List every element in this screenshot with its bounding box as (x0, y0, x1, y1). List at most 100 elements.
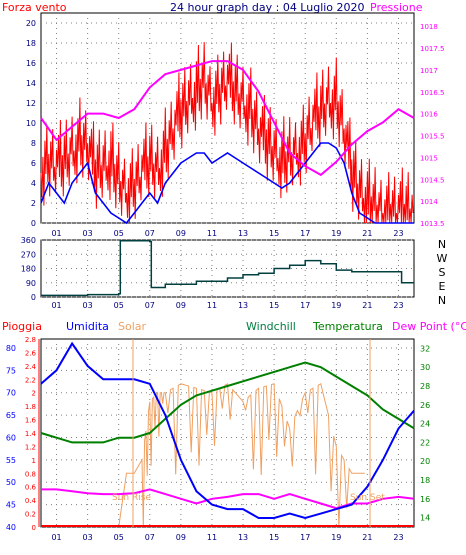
rain-tick-label: 2.4 (25, 363, 37, 371)
bottom-hour-ticks: 01 03 05 07 09 11 13 15 17 19 21 23 (51, 533, 403, 542)
direction-tick-label: 90 (26, 279, 36, 288)
series-temperature (40, 361, 415, 444)
rain-tick-label: 2 (32, 390, 36, 398)
humidity-tick-label: 50 (6, 478, 16, 487)
direction-tick-label: 360 (21, 236, 36, 245)
hour-tick-label: 07 (145, 229, 155, 238)
pressure-tick-label: 1018 (420, 23, 438, 31)
rain-tick-label: 1.8 (25, 403, 36, 411)
hour-tick-label: 19 (331, 229, 341, 238)
humidity-tick-label: 80 (6, 344, 16, 353)
wind-direction-series (41, 240, 414, 297)
hour-tick-label: 07 (145, 301, 155, 310)
temperature-tick-label: 24 (420, 420, 430, 429)
direction-tick-label: 180 (21, 265, 36, 274)
series-wind-speed (40, 42, 414, 224)
hour-tick-label: 03 (83, 533, 93, 542)
temperature-tick-label: 28 (420, 382, 430, 391)
rain-tick-label: 1.4 (25, 430, 37, 438)
hour-tick-label: 15 (269, 533, 279, 542)
hour-tick-label: 11 (207, 301, 217, 310)
temperature-tick-label: 32 (420, 344, 430, 353)
rain-tick-label: 0.4 (25, 497, 37, 505)
compass-label: E (439, 280, 446, 293)
hour-tick-label: 03 (83, 301, 93, 310)
hour-tick-label: 01 (51, 229, 61, 238)
hour-tick-label: 09 (176, 533, 186, 542)
wind-speed-tick-label: 18 (26, 39, 36, 48)
compass-label: N (438, 294, 446, 307)
temperature-tick-label: 14 (420, 514, 430, 523)
temperature-tick-label: 26 (420, 401, 430, 410)
hour-tick-label: 17 (300, 301, 310, 310)
hour-tick-label: 01 (51, 533, 61, 542)
temperature-tick-label: 18 (420, 476, 430, 485)
rain-tick-label: 2.6 (25, 349, 37, 357)
pressure-tick-label: 1014.5 (420, 176, 445, 184)
hour-tick-label: 21 (362, 229, 372, 238)
hour-tick-label: 19 (331, 533, 341, 542)
sunrise-label: Sun Rise (112, 493, 151, 503)
temperature-tick-label: 22 (420, 438, 430, 447)
temperature-tick-label: 30 (420, 363, 430, 372)
hour-tick-label: 05 (114, 301, 124, 310)
series-wind-direction (41, 240, 414, 297)
rain-tick-label: 0.2 (25, 511, 36, 519)
temperature-tick-label: 16 (420, 495, 430, 504)
pressure-tick-label: 1017 (420, 67, 438, 75)
sunset-label: Sun Set (350, 493, 385, 503)
bottom-series (40, 341, 415, 528)
humidity-tick-label: 40 (6, 523, 16, 532)
rain-tick-label: 2.2 (25, 376, 36, 384)
wind-speed-tick-label: 0 (31, 219, 36, 228)
rain-tick-label: 1.2 (25, 443, 36, 451)
humidity-axis-label: Umidita (66, 320, 109, 333)
wind-speed-tick-label: 16 (26, 59, 36, 68)
pressure-tick-label: 1015 (420, 154, 438, 162)
hour-tick-label: 15 (269, 229, 279, 238)
direction-tick-label: 270 (21, 250, 36, 259)
dew-point-label: Dew Point (°C) (392, 320, 466, 333)
rain-tick-label: 0 (32, 524, 36, 532)
hour-tick-label: 03 (83, 229, 93, 238)
pressure-tick-label: 1017.5 (420, 45, 445, 53)
hour-tick-label: 05 (114, 229, 124, 238)
hour-tick-label: 23 (393, 301, 403, 310)
wind-speed-tick-label: 2 (31, 199, 36, 208)
wind-speed-tick-label: 12 (26, 99, 36, 108)
pressure-ticks: 1013.5 1014 1014.5 1015 1015.5 1016 1016.5 1017… (420, 23, 445, 228)
rain-axis-label: Pioggia (2, 320, 42, 333)
hour-tick-label: 07 (145, 533, 155, 542)
hour-tick-label: 19 (331, 301, 341, 310)
hour-tick-label: 13 (238, 301, 248, 310)
rain-tick-label: 1.6 (25, 417, 37, 425)
series-wind-average (40, 142, 414, 225)
wind-direction-ticks: 0 90 180 270 360 (21, 236, 36, 302)
pressure-tick-label: 1015.5 (420, 133, 445, 141)
hour-tick-label: 13 (238, 229, 248, 238)
wind-speed-tick-label: 8 (31, 139, 36, 148)
pressure-axis-label: Pressione (370, 1, 423, 14)
rain-tick-label: 2.8 (25, 336, 36, 344)
hour-tick-label: 17 (300, 533, 310, 542)
humidity-tick-label: 60 (6, 433, 16, 442)
compass-label: N (438, 238, 446, 251)
rain-tick-label: 0.8 (25, 470, 36, 478)
pressure-tick-label: 1016 (420, 111, 438, 119)
wind-speed-tick-label: 14 (26, 79, 36, 88)
temperature-label: Temperatura (312, 320, 383, 333)
hour-tick-label: 17 (300, 229, 310, 238)
wind-speed-tick-label: 6 (31, 159, 36, 168)
series-humidity (40, 341, 415, 520)
hour-tick-label: 09 (176, 229, 186, 238)
hour-tick-label: 13 (238, 533, 248, 542)
compass-label: S (439, 266, 446, 279)
middle-panel-grid (41, 239, 414, 298)
wind-speed-tick-label: 10 (26, 119, 36, 128)
hour-tick-label: 09 (176, 301, 186, 310)
hour-tick-label: 21 (362, 533, 372, 542)
temperature-tick-label: 20 (420, 457, 430, 466)
humidity-ticks: 40 45 50 55 60 65 70 75 80 (6, 344, 16, 532)
